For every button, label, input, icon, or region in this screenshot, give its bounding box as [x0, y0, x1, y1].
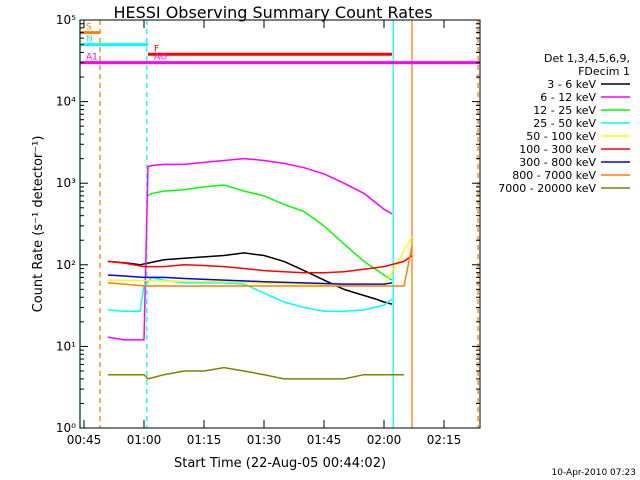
legend-label-0: 3 - 6 keV: [547, 78, 596, 91]
x-tick-label-3: 01:30: [247, 433, 282, 447]
legend-label-1: 6 - 12 keV: [540, 91, 596, 104]
y-tick-label-1: 10¹: [56, 339, 76, 353]
legend-label-8: 7000 - 20000 keV: [498, 182, 596, 195]
legend-label-4: 50 - 100 keV: [526, 130, 596, 143]
flag-lines: SN FAO A1: [80, 23, 480, 65]
flag-label-4: A1: [86, 53, 98, 63]
series-line-3: [107, 276, 393, 312]
flag-label-1: N: [86, 35, 93, 45]
legend-header-0: Det 1,3,4,5,6,9,: [544, 52, 630, 65]
y-tick-label-0: 10⁰: [56, 421, 76, 435]
series-line-8: [108, 366, 404, 380]
x-axis-label: Start Time (22-Aug-05 00:44:02): [174, 456, 386, 471]
legend-label-2: 12 - 25 keV: [533, 104, 596, 117]
series-line-5: [107, 254, 413, 274]
series-line-6: [107, 274, 393, 285]
x-tick-label-6: 02:15: [427, 433, 462, 447]
x-tick-label-5: 02:00: [367, 433, 402, 447]
series-line-0: [107, 252, 393, 305]
x-tick-label-0: 00:45: [67, 433, 102, 447]
legend-label-7: 800 - 7000 keV: [512, 169, 596, 182]
series-line-2: [147, 184, 393, 281]
legend-label-3: 25 - 50 keV: [533, 117, 596, 130]
chart-title: HESSI Observing Summary Count Rates: [113, 3, 432, 22]
y-tick-label-2: 10²: [56, 258, 76, 272]
y-tick-label-4: 10⁴: [56, 95, 76, 109]
generation-date: 10-Apr-2010 07:23: [552, 468, 636, 478]
flag-label-3: AO: [154, 53, 167, 63]
series-line-1: [107, 157, 393, 341]
axis-ticks: 00:45 01:00 01:15 01:30 01:45 02:00 02:15 10⁰ 10…: [56, 13, 480, 447]
x-tick-label-1: 01:00: [127, 433, 162, 447]
plot-frame: [79, 19, 481, 429]
vertical-markers: [79, 20, 479, 428]
legend-label-5: 100 - 300 keV: [519, 143, 596, 156]
legend-header-1: FDecim 1: [578, 65, 630, 78]
flag-label-2: F: [154, 44, 159, 54]
y-tick-label-3: 10³: [56, 176, 76, 190]
series-line-7: [107, 245, 413, 287]
y-axis-label: Count Rate (s⁻¹ detector⁻¹): [31, 136, 46, 313]
series-layer: [107, 157, 413, 380]
flag-label-0: S: [86, 23, 92, 33]
x-tick-label-4: 01:45: [307, 433, 342, 447]
y-tick-label-5: 10⁵: [56, 13, 76, 27]
legend-label-6: 300 - 800 keV: [519, 156, 596, 169]
x-tick-label-2: 01:15: [187, 433, 222, 447]
